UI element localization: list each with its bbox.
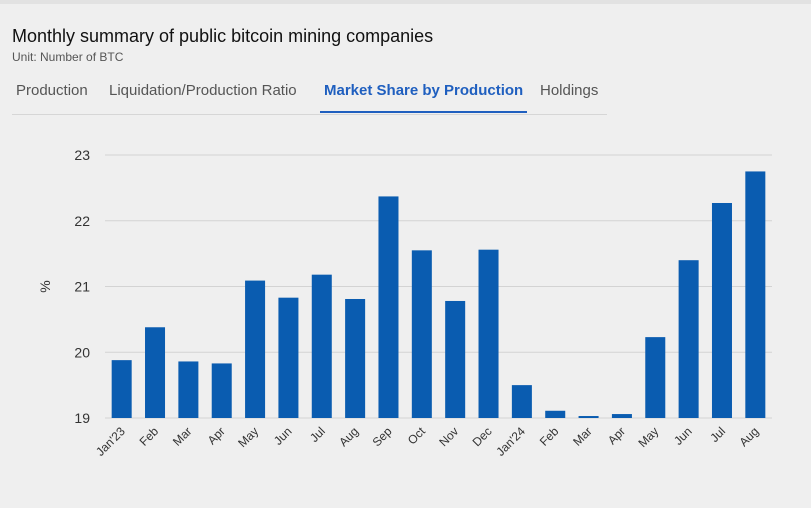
bar[interactable] bbox=[111, 360, 132, 418]
x-tick-label: Apr bbox=[205, 424, 228, 447]
bar[interactable] bbox=[211, 363, 232, 418]
x-tick-label: Feb bbox=[137, 424, 162, 449]
x-tick-label: Mar bbox=[170, 424, 195, 449]
bar[interactable] bbox=[245, 280, 266, 418]
bar[interactable] bbox=[345, 298, 366, 418]
x-tick-label: Oct bbox=[405, 424, 429, 448]
x-tick-label: Nov bbox=[436, 424, 461, 449]
bar[interactable] bbox=[478, 249, 499, 418]
bar[interactable] bbox=[145, 327, 166, 418]
y-tick-label: 22 bbox=[74, 213, 90, 229]
x-tick-label: Jan'23 bbox=[93, 424, 128, 459]
bar[interactable] bbox=[578, 416, 599, 418]
y-tick-label: 21 bbox=[74, 279, 90, 295]
tab-production[interactable]: Production bbox=[16, 82, 88, 99]
bar[interactable] bbox=[278, 297, 299, 418]
page-title: Monthly summary of public bitcoin mining… bbox=[12, 26, 434, 46]
bar[interactable] bbox=[678, 260, 699, 418]
bar[interactable] bbox=[645, 337, 666, 418]
chart-tabs: Production Liquidation/Production Ratio … bbox=[12, 80, 607, 115]
x-tick-label: May bbox=[635, 424, 661, 450]
bar[interactable] bbox=[611, 414, 632, 418]
bar[interactable] bbox=[411, 250, 432, 418]
bar[interactable] bbox=[378, 196, 399, 418]
x-tick-label: Aug bbox=[336, 424, 361, 449]
chart-area: 19 20 21 22 23% Jan'23 Feb Mar Apr May Jun Jul Aug Se… bbox=[0, 130, 811, 503]
x-tick-label: Sep bbox=[370, 424, 395, 449]
bar[interactable] bbox=[545, 410, 566, 418]
tab-liquidation-production-ratio[interactable]: Liquidation/Production Ratio bbox=[109, 82, 297, 99]
x-tick-label: Aug bbox=[736, 424, 761, 449]
x-tick-label: Jun bbox=[671, 424, 695, 448]
x-tick-label: Feb bbox=[537, 424, 562, 449]
unit-subtitle: Unit: Number of BTC bbox=[12, 50, 124, 64]
market-share-bar-chart: 19 20 21 22 23% Jan'23 Feb Mar Apr May Jun Jul Aug Se… bbox=[37, 147, 772, 459]
y-tick-label: 23 bbox=[74, 147, 90, 163]
x-tick-label: May bbox=[235, 424, 261, 450]
y-axis-label: % bbox=[37, 280, 53, 292]
x-tick-label: Jul bbox=[707, 424, 728, 445]
tab-holdings[interactable]: Holdings bbox=[540, 82, 599, 99]
bar[interactable] bbox=[178, 361, 199, 418]
x-tick-label: Jan'24 bbox=[493, 424, 528, 459]
x-tick-label: Dec bbox=[470, 424, 495, 449]
x-tick-label: Jul bbox=[307, 424, 328, 445]
bar[interactable] bbox=[311, 274, 332, 418]
tab-market-share-by-production[interactable]: Market Share by Production bbox=[320, 80, 528, 113]
bar[interactable] bbox=[511, 385, 532, 418]
y-tick-label: 20 bbox=[74, 344, 90, 360]
bar[interactable] bbox=[445, 300, 466, 418]
top-border bbox=[0, 0, 811, 4]
x-tick-label: Apr bbox=[605, 424, 628, 447]
bar[interactable] bbox=[745, 171, 766, 418]
x-tick-label: Jun bbox=[271, 424, 295, 448]
y-tick-label: 19 bbox=[74, 410, 90, 426]
x-tick-label: Mar bbox=[570, 424, 595, 449]
bar[interactable] bbox=[711, 202, 732, 418]
